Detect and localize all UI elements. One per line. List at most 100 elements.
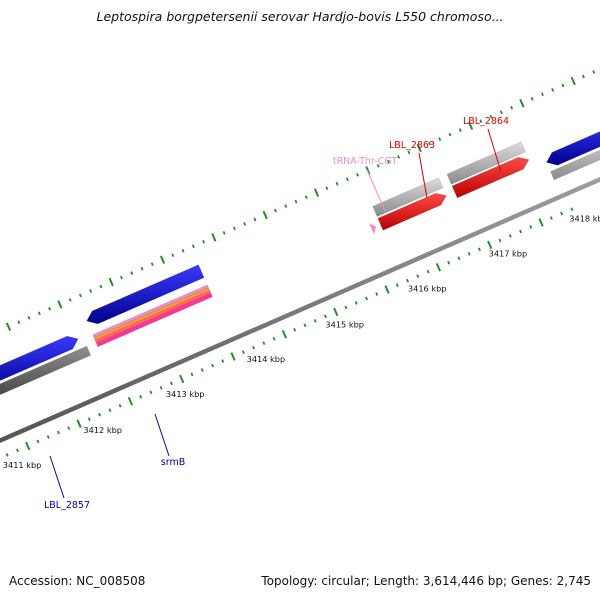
minor-tick [293, 327, 297, 332]
minor-tick [489, 114, 493, 119]
minor-tick [375, 292, 379, 296]
minor-tick [498, 238, 502, 243]
outer-tick-ring [5, 70, 596, 332]
leader-line [49, 455, 65, 499]
minor-tick [508, 234, 512, 238]
minor-tick [149, 390, 153, 395]
minor-tick [458, 128, 462, 132]
minor-tick [467, 251, 471, 256]
major-tick [5, 322, 12, 332]
minor-tick [325, 186, 329, 191]
major-tick [127, 396, 134, 406]
minor-tick [540, 92, 544, 97]
minor-tick [36, 439, 40, 444]
scale-label: 3415 kbp [325, 320, 364, 330]
gene-labels: LBL_2864 LBL_2863 tRNA-Thr-CGT srmB LBL_2857 [44, 116, 509, 511]
minor-tick [397, 155, 401, 159]
minor-tick [530, 97, 534, 101]
scale-label: 3413 kbp [166, 389, 205, 399]
minor-tick [200, 368, 204, 372]
minor-tick [57, 430, 60, 435]
minor-tick [354, 301, 358, 305]
minor-tick [169, 381, 173, 386]
minor-tick [304, 195, 308, 199]
minor-tick [191, 244, 195, 249]
scale-label: 3416 kbp [408, 284, 447, 294]
minor-tick [406, 278, 410, 283]
cds-right-blue [546, 131, 600, 166]
minor-tick [67, 426, 71, 430]
minor-tick [365, 296, 369, 301]
scale-label: 3414 kbp [247, 354, 286, 364]
minor-tick [294, 199, 298, 204]
cds-srmb-neighbor [86, 264, 205, 325]
minor-tick [407, 150, 411, 155]
minor-tick [98, 412, 102, 417]
minor-tick [222, 231, 226, 235]
minor-tick [252, 345, 256, 350]
minor-tick [181, 248, 185, 253]
cds-lbl-2857 [0, 335, 79, 381]
minor-tick [284, 204, 288, 208]
minor-tick [592, 70, 596, 74]
major-tick [25, 441, 31, 451]
minor-tick [211, 363, 215, 368]
backbone-line [0, 176, 600, 444]
srmb-feature [95, 292, 213, 348]
minor-tick [17, 320, 21, 325]
major-tick [487, 240, 493, 250]
minor-tick [549, 216, 553, 220]
minor-tick [479, 119, 483, 123]
scale-label: 3412 kbp [83, 425, 122, 435]
minor-tick [345, 177, 349, 182]
inner-tick-ring [5, 207, 574, 457]
cds-lbl-2864 [451, 156, 530, 199]
minor-tick [253, 217, 257, 222]
leader-line [487, 128, 502, 173]
gene-label: srmB [161, 457, 185, 468]
minor-tick [529, 225, 533, 229]
minor-tick [499, 110, 503, 115]
minor-tick [190, 372, 194, 377]
minor-tick [570, 207, 574, 211]
major-tick [76, 419, 82, 428]
major-tick [108, 277, 114, 287]
minor-tick [510, 105, 514, 110]
major-tick [333, 307, 339, 317]
cds-lbl-2858 [0, 345, 92, 396]
genome-stats-text: Topology: circular; Length: 3,614,446 bp… [261, 574, 591, 588]
minor-tick [477, 247, 481, 252]
minor-tick [37, 311, 41, 316]
minor-tick [118, 403, 122, 408]
minor-tick [395, 283, 399, 287]
trna-thr-cgt-feature [369, 223, 377, 235]
minor-tick [561, 83, 565, 88]
minor-tick [140, 266, 144, 271]
major-tick [281, 329, 288, 339]
minor-tick [448, 132, 452, 137]
label-leader-lines [49, 128, 502, 499]
minor-tick [232, 226, 236, 231]
scale-label: 3417 kbp [489, 249, 528, 259]
minor-tick [108, 408, 112, 413]
major-tick [467, 121, 474, 130]
minor-tick [99, 284, 103, 289]
major-tick [313, 188, 320, 197]
scale-label: 3411 kbp [3, 460, 42, 470]
minor-tick [426, 269, 430, 274]
minor-tick [416, 274, 420, 278]
major-tick [519, 98, 525, 108]
map-title: Leptospira borgpetersenii serovar Hardjo… [96, 9, 504, 24]
minor-tick [335, 181, 339, 186]
minor-tick [427, 141, 431, 146]
minor-tick [519, 229, 523, 234]
leader-line [366, 169, 386, 212]
accession-text: Accession: NC_008508 [9, 574, 146, 588]
minor-tick [139, 394, 143, 399]
scale-label: 3418 kbp [569, 214, 600, 224]
minor-tick [457, 256, 461, 261]
minor-tick [150, 262, 154, 266]
minor-tick [87, 417, 91, 421]
minor-tick [323, 314, 327, 319]
